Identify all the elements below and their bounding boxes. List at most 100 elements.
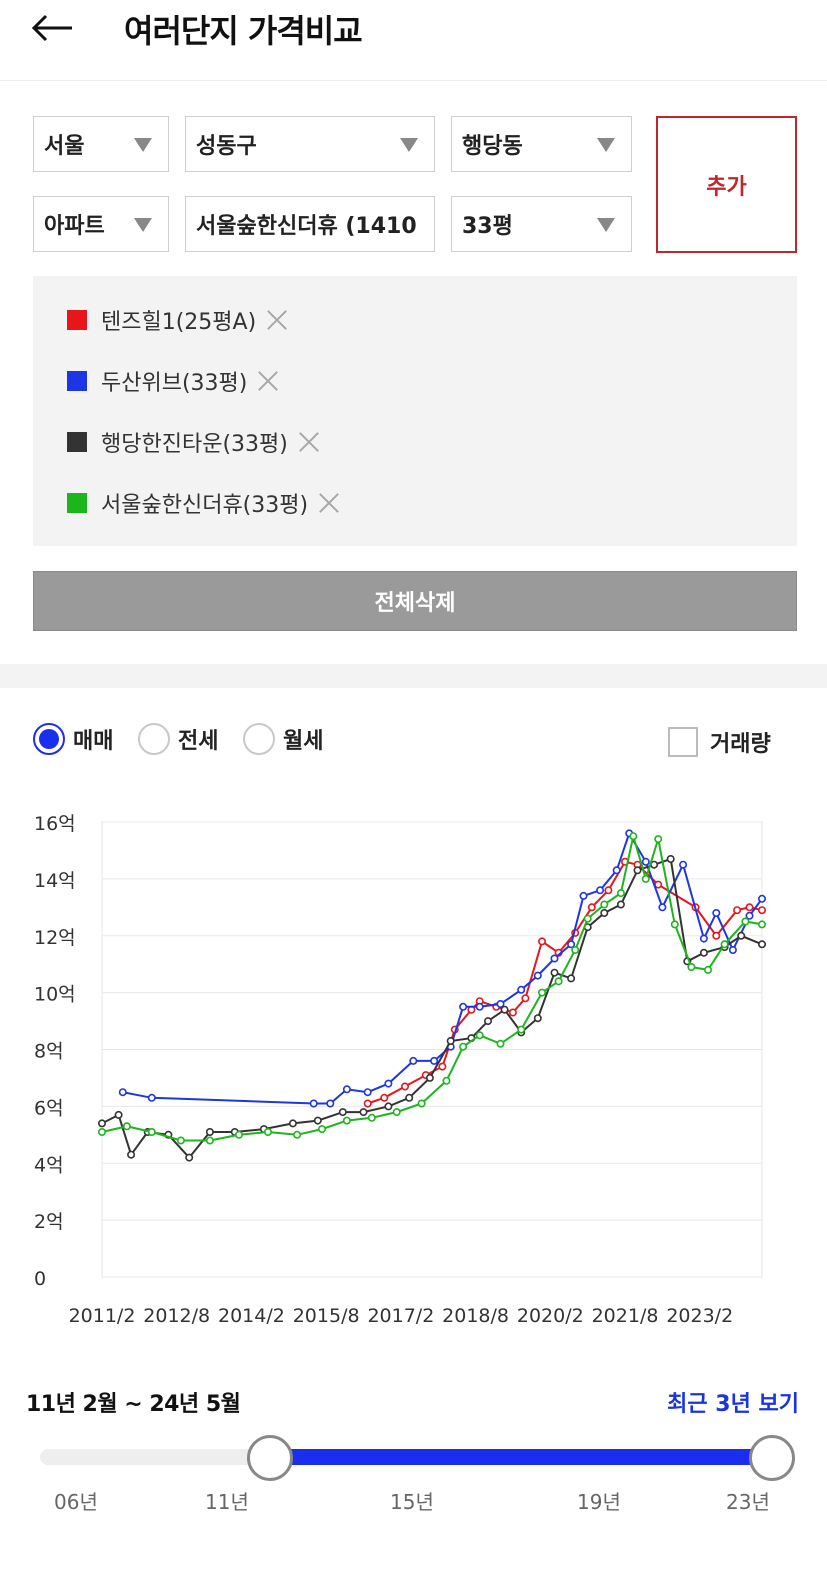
close-icon[interactable] [255, 368, 281, 394]
compare-item: 텐즈힐1(25평A) [67, 304, 290, 336]
compare-item: 행당한진타운(33평) [67, 426, 322, 458]
recent-3-years-link[interactable]: 최근 3년 보기 [667, 1392, 799, 1417]
x-tick-label: 2017/2 [367, 1305, 434, 1327]
data-point [367, 1113, 376, 1122]
data-point [670, 920, 679, 929]
y-tick-label: 16억 [34, 813, 76, 835]
size-select[interactable]: 33평 [451, 196, 632, 252]
add-button[interactable]: 추가 [656, 116, 797, 253]
data-point [745, 903, 754, 912]
slider-tick-label: 15년 [390, 1490, 434, 1514]
data-point [380, 1093, 389, 1102]
data-point [733, 906, 742, 915]
delete-all-button[interactable]: 전체삭제 [33, 571, 797, 631]
y-tick-label: 0 [34, 1268, 46, 1290]
data-point [687, 963, 696, 972]
district-select[interactable]: 성동구 [185, 116, 435, 172]
city-select-value: 서울 [44, 134, 85, 159]
data-point [571, 946, 580, 955]
dong-select-value: 행당동 [462, 134, 523, 159]
data-point [363, 1099, 372, 1108]
tab-jeonse[interactable]: 전세 [138, 723, 218, 755]
data-point [114, 1110, 123, 1119]
data-point [679, 860, 688, 869]
data-point [442, 1076, 451, 1085]
complex-select[interactable]: 서울숲한신더휴 (1410 [185, 196, 435, 252]
range-slider-fill [270, 1449, 768, 1465]
data-point [363, 1088, 372, 1097]
data-point [757, 906, 766, 915]
data-point [757, 920, 766, 929]
data-point [658, 903, 667, 912]
data-point [313, 1116, 322, 1125]
data-point [98, 1119, 107, 1128]
data-point [712, 931, 721, 940]
data-point [600, 909, 609, 918]
data-point [205, 1127, 214, 1136]
type-select[interactable]: 아파트 [33, 196, 169, 252]
range-label: 11년 2월 ~ 24년 5월 [26, 1392, 241, 1417]
close-icon[interactable] [296, 429, 322, 455]
slider-tick-label: 11년 [205, 1490, 249, 1514]
data-point [359, 1108, 368, 1117]
data-point [235, 1130, 244, 1139]
data-point [587, 903, 596, 912]
checkbox-icon [668, 727, 698, 757]
x-tick-label: 2015/8 [293, 1305, 360, 1327]
data-point [508, 1008, 517, 1017]
data-point [745, 911, 754, 920]
close-icon[interactable] [316, 490, 342, 516]
back-arrow-icon[interactable] [28, 8, 76, 48]
data-point [459, 1042, 468, 1051]
data-point [342, 1085, 351, 1094]
data-point [392, 1108, 401, 1117]
tab-sale[interactable]: 매매 [33, 723, 113, 755]
range-slider-start-handle[interactable] [247, 1435, 293, 1481]
data-point [641, 874, 650, 883]
legend-swatch [67, 432, 87, 452]
y-tick-label: 6억 [34, 1097, 64, 1119]
compare-list: 텐즈힐1(25평A) 두산위브(33평) 행당한진타운(33평) 서울숲한신더휴… [33, 276, 797, 546]
city-select[interactable]: 서울 [33, 116, 169, 172]
data-point [118, 1088, 127, 1097]
page-title: 여러단지 가격비교 [124, 12, 363, 50]
data-point [430, 1056, 439, 1065]
x-tick-label: 2012/8 [143, 1305, 210, 1327]
data-point [616, 889, 625, 898]
data-point [98, 1127, 107, 1136]
x-tick-label: 2018/8 [442, 1305, 509, 1327]
data-point [185, 1153, 194, 1162]
data-point [293, 1130, 302, 1139]
data-point [147, 1127, 156, 1136]
dong-select[interactable]: 행당동 [451, 116, 632, 172]
data-point [583, 914, 592, 923]
data-point [699, 948, 708, 957]
volume-checkbox-label: 거래량 [710, 732, 771, 757]
data-point [712, 909, 721, 918]
data-point [737, 931, 746, 940]
data-point [537, 937, 546, 946]
data-point [550, 954, 559, 963]
data-point [550, 968, 559, 977]
data-point [600, 900, 609, 909]
data-point [496, 1000, 505, 1009]
range-slider-end-handle[interactable] [749, 1435, 795, 1481]
data-point [703, 965, 712, 974]
slider-tick-label: 19년 [577, 1490, 621, 1514]
data-point [176, 1136, 185, 1145]
data-point [641, 857, 650, 866]
data-point [342, 1116, 351, 1125]
data-point [127, 1150, 136, 1159]
tab-monthly[interactable]: 월세 [243, 723, 323, 755]
legend-swatch [67, 371, 87, 391]
radio-icon [243, 723, 275, 755]
data-point [317, 1125, 326, 1134]
volume-checkbox[interactable]: 거래량 [668, 726, 771, 758]
compare-item-label: 서울숲한신더휴(33평) [101, 493, 309, 518]
radio-icon [138, 723, 170, 755]
x-tick-label: 2011/2 [69, 1305, 136, 1327]
data-point [654, 835, 663, 844]
y-tick-label: 4억 [34, 1154, 64, 1176]
x-tick-label: 2021/8 [592, 1305, 659, 1327]
close-icon[interactable] [264, 307, 290, 333]
